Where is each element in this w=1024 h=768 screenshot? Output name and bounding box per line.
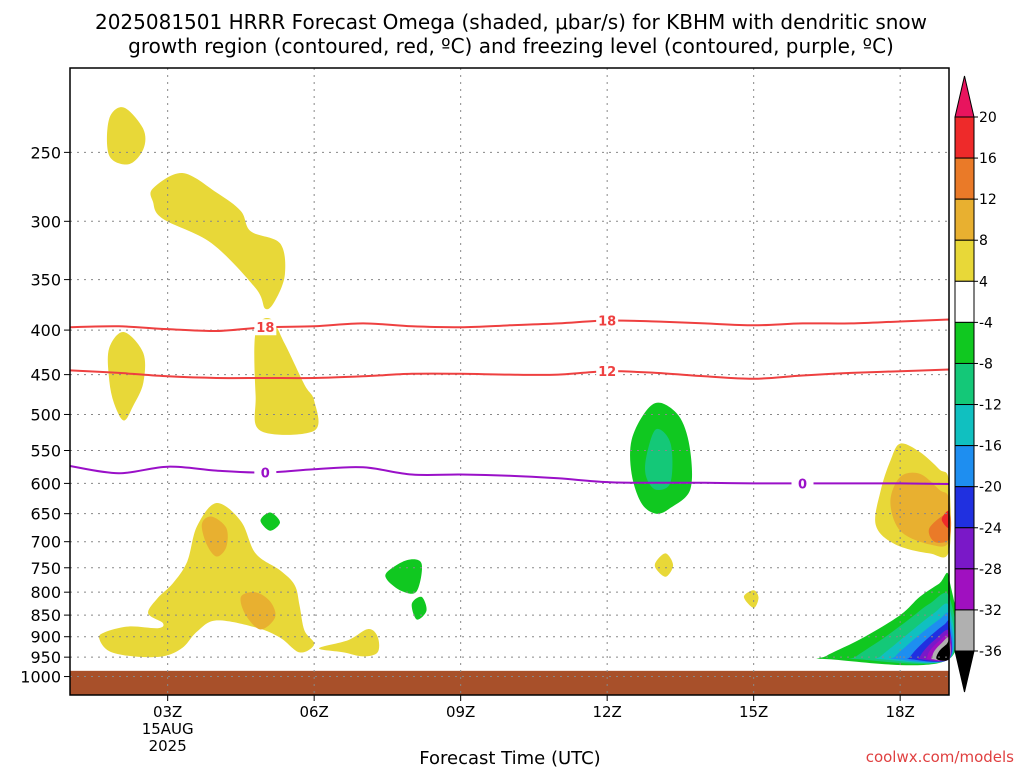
y-tick-label-900: 900 xyxy=(30,628,61,647)
contour-label--18-1: 18 xyxy=(598,315,616,330)
contour-label-bg--18-1 xyxy=(596,312,619,329)
y-tick-label-700: 700 xyxy=(30,533,61,552)
omega-region-6 xyxy=(654,553,674,577)
contour-label-bg-0-0 xyxy=(254,464,277,481)
colorbar-label-8: -16 xyxy=(979,439,1002,455)
colorbar-label-3: 8 xyxy=(979,233,988,249)
contour-label-bg--12-0 xyxy=(596,363,619,380)
ground-layer xyxy=(70,670,949,695)
contour-label-bg--18-0 xyxy=(254,319,277,336)
colorbar-segment-8 xyxy=(954,445,975,488)
colorbar: 20 16 12 8 4 -4 -8 -12 -16 -20 -24 -28 -32 -36 xyxy=(954,75,1002,693)
y-tick-label-300: 300 xyxy=(30,212,61,231)
colorbar-segment-2 xyxy=(954,198,975,241)
x-tick-label-18Z: 18Z xyxy=(885,703,914,721)
colorbar-segment-9 xyxy=(954,486,975,529)
omega-region-1 xyxy=(150,172,286,310)
omega-region-9 xyxy=(201,516,228,557)
chart-title-line-2: growth region (contoured, red, ºC) and f… xyxy=(128,34,894,58)
temperature-contours: 18 18 12 0 0 xyxy=(69,312,950,492)
colorbar-label-6: -8 xyxy=(979,356,993,372)
colorbar-segment-4 xyxy=(954,280,975,323)
credit-text: coolwx.com/models xyxy=(866,748,1014,766)
y-tick-label-600: 600 xyxy=(30,474,61,493)
omega-region-16 xyxy=(411,596,427,620)
contour-line--18 xyxy=(69,318,950,333)
omega-region-13 xyxy=(941,510,950,529)
omega-region-10 xyxy=(240,592,276,630)
x-tick-sublabel-0: 15AUG xyxy=(142,720,194,738)
omega-shading xyxy=(99,107,959,666)
colorbar-label-11: -28 xyxy=(979,562,1002,578)
y-tick-label-350: 350 xyxy=(30,271,61,290)
colorbar-label-9: -20 xyxy=(979,480,1002,496)
colorbar-top-arrow xyxy=(954,75,975,118)
contour-label--18-0: 18 xyxy=(256,321,274,336)
omega-region-3 xyxy=(254,317,319,435)
colorbar-label-0: 20 xyxy=(979,110,997,126)
colorbar-segment-5 xyxy=(954,321,975,364)
contour-label-bg-0-1 xyxy=(791,475,814,492)
colorbar-segment-3 xyxy=(954,239,975,282)
omega-region-27 xyxy=(936,640,950,661)
colorbar-bottom-arrow xyxy=(954,650,975,693)
x-tick-label-15Z: 15Z xyxy=(739,703,768,721)
y-tick-label-750: 750 xyxy=(30,559,61,578)
colorbar-label-1: 16 xyxy=(979,151,997,167)
omega-region-7 xyxy=(743,590,759,608)
omega-region-15 xyxy=(385,559,423,594)
omega-region-19 xyxy=(645,428,673,490)
x-tick-label-09Z: 09Z xyxy=(446,703,475,721)
colorbar-label-4: 4 xyxy=(979,274,988,290)
y-tick-label-850: 850 xyxy=(30,606,61,625)
colorbar-label-2: 12 xyxy=(979,192,997,208)
omega-region-14 xyxy=(260,512,280,531)
y-tick-label-450: 450 xyxy=(30,366,61,385)
colorbar-label-10: -24 xyxy=(979,521,1002,537)
y-tick-label-400: 400 xyxy=(30,321,61,340)
colorbar-label-7: -12 xyxy=(979,398,1002,414)
ground-strip xyxy=(70,670,949,695)
y-axis: 250 300 350 400 450 500 550 600 650 700 750 800 850 9… xyxy=(20,143,70,687)
colorbar-segment-10 xyxy=(954,527,975,570)
y-tick-label-950: 950 xyxy=(30,648,61,667)
omega-region-5 xyxy=(318,629,380,657)
colorbar-segment-1 xyxy=(954,157,975,200)
x-axis-title: Forecast Time (UTC) xyxy=(419,748,600,768)
y-tick-label-550: 550 xyxy=(30,442,61,461)
x-tick-label-12Z: 12Z xyxy=(592,703,621,721)
x-tick-label-03Z: 03Z xyxy=(153,703,182,721)
colorbar-segment-6 xyxy=(954,362,975,406)
contour-label--12-0: 12 xyxy=(598,365,616,380)
y-tick-label-1000: 1000 xyxy=(20,668,61,687)
colorbar-label-13: -36 xyxy=(979,644,1002,660)
y-tick-label-250: 250 xyxy=(30,143,61,162)
chart-title-line-1: 2025081501 HRRR Forecast Omega (shaded, … xyxy=(95,10,927,34)
x-tick-label-06Z: 06Z xyxy=(299,703,328,721)
plot-area: 18 18 12 0 0 xyxy=(69,67,959,696)
x-tick-sublabel-1: 2025 xyxy=(149,737,187,755)
y-tick-label-800: 800 xyxy=(30,583,61,602)
colorbar-segment-7 xyxy=(954,404,975,447)
contour-line--12 xyxy=(69,368,950,380)
contour-label-0-1: 0 xyxy=(798,477,807,492)
omega-region-0 xyxy=(106,107,146,165)
colorbar-label-5: -4 xyxy=(979,315,993,331)
y-tick-label-500: 500 xyxy=(30,405,61,424)
contour-label-0-0: 0 xyxy=(261,467,270,482)
colorbar-segment-12 xyxy=(954,609,975,652)
y-tick-label-650: 650 xyxy=(30,505,61,524)
colorbar-segment-0 xyxy=(954,116,975,159)
omega-region-2 xyxy=(107,331,146,421)
plot-border xyxy=(69,67,950,696)
colorbar-label-12: -32 xyxy=(979,603,1002,619)
colorbar-segment-11 xyxy=(954,568,975,611)
